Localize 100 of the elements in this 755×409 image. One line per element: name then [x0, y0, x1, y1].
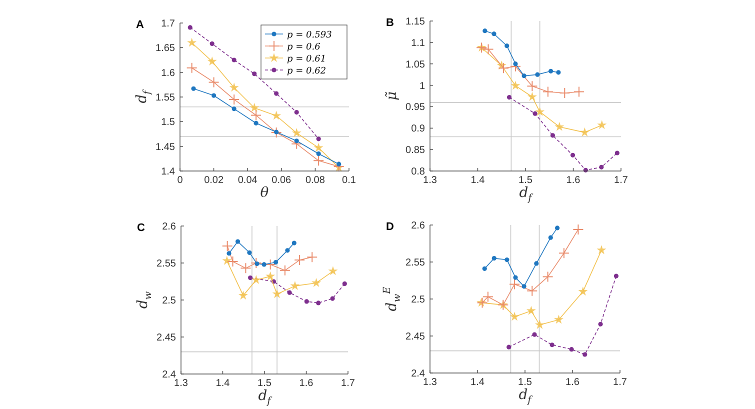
point — [582, 352, 588, 357]
point — [522, 284, 526, 289]
point — [285, 248, 290, 253]
point — [542, 271, 554, 282]
x-tick-label: 1.5 — [518, 377, 532, 388]
point — [510, 312, 520, 321]
point — [191, 86, 196, 91]
point — [306, 252, 318, 263]
point — [226, 251, 232, 256]
point — [509, 278, 520, 290]
x-tick-label: 1.5 — [518, 175, 533, 186]
point — [599, 164, 604, 170]
legend-label: p = 0.62 — [287, 66, 326, 76]
point — [279, 264, 290, 276]
point — [492, 256, 496, 261]
point — [330, 296, 335, 301]
point — [504, 44, 510, 48]
point — [290, 280, 300, 290]
x-tick-label: 1.6 — [299, 378, 314, 389]
x-tick-label: 0.02 — [204, 175, 224, 186]
x-tick-label: 1.7 — [614, 175, 628, 186]
point — [527, 92, 537, 101]
point — [272, 289, 282, 298]
point — [534, 320, 544, 329]
point — [550, 133, 556, 138]
y-tick-label: 2.5 — [411, 294, 426, 306]
point — [535, 106, 545, 116]
point — [328, 266, 338, 276]
point — [504, 257, 510, 262]
point — [550, 342, 554, 348]
point — [294, 138, 299, 144]
legend-label: p = 0.61 — [287, 54, 326, 64]
point — [513, 275, 518, 280]
point — [614, 274, 618, 278]
point — [273, 260, 278, 265]
point — [250, 102, 260, 112]
x-axis-title: d$_{f}$ — [518, 387, 534, 406]
point — [247, 250, 252, 255]
point — [597, 120, 607, 130]
y-tick-label: 2.55 — [406, 258, 426, 268]
chart-title: C — [137, 222, 145, 234]
point — [558, 248, 570, 259]
x-tick-label: 1.4 — [470, 377, 485, 388]
y-tick-label: 0.85 — [406, 145, 426, 156]
point — [342, 281, 347, 286]
point — [506, 344, 512, 350]
point — [235, 239, 240, 244]
point — [248, 276, 253, 280]
point — [569, 347, 574, 352]
point — [573, 86, 584, 98]
x-tick-label: 1.7 — [341, 378, 356, 389]
point — [580, 127, 590, 136]
point — [559, 88, 570, 98]
x-tick-label: 0 — [177, 175, 184, 186]
point — [534, 261, 539, 266]
point — [292, 240, 296, 246]
y-tick-label: 2.6 — [162, 222, 176, 232]
y-tick-label: 1.65 — [156, 43, 176, 54]
x-tick-label: 1.3 — [174, 378, 188, 389]
y-tick-label: 0.9 — [411, 124, 426, 135]
y-tick-label: 2.4 — [162, 370, 176, 380]
point — [232, 58, 236, 62]
point — [250, 110, 262, 121]
point — [554, 314, 564, 324]
point — [227, 256, 238, 268]
point — [570, 152, 576, 158]
point — [262, 262, 266, 267]
point — [316, 300, 321, 306]
point — [264, 258, 276, 270]
point — [532, 111, 538, 116]
point — [572, 224, 584, 235]
y-tick-label: 0.95 — [406, 102, 426, 114]
point — [556, 70, 561, 75]
y-tick-label: 1.55 — [156, 92, 176, 104]
y-tick-label: 1.5 — [161, 117, 176, 128]
point — [254, 261, 260, 266]
point — [312, 278, 322, 288]
point — [614, 150, 620, 156]
x-axis-title: d$_{f}$ — [258, 388, 274, 407]
point — [548, 68, 554, 74]
point — [254, 120, 258, 126]
y-tick-label: 2.4 — [411, 368, 426, 380]
point — [314, 142, 324, 152]
y-tick-label: 1.45 — [156, 142, 176, 153]
point — [596, 245, 606, 254]
point — [208, 76, 220, 88]
point — [522, 74, 526, 78]
y-tick-label: 1 — [419, 80, 426, 92]
y-tick-label: 1.4 — [161, 166, 176, 178]
point — [228, 94, 240, 105]
x-tick-label: 1.6 — [566, 377, 580, 388]
x-tick-label: 1.5 — [258, 378, 272, 389]
point — [240, 262, 252, 274]
point — [232, 106, 236, 112]
y-axis-title: μ̃ — [384, 91, 400, 101]
y-tick-label: 1.7 — [161, 18, 176, 30]
point — [506, 94, 512, 100]
point — [222, 240, 233, 252]
x-tick-label: 0.08 — [305, 175, 326, 186]
point — [292, 128, 302, 138]
